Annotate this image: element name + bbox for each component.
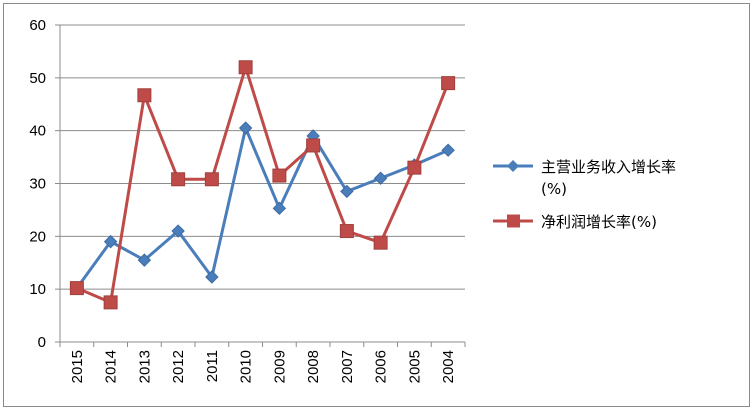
x-tick-label: 2014: [103, 350, 120, 383]
legend-marker-1: [507, 160, 519, 172]
series-2-point: [103, 295, 118, 310]
y-tick-label: 40: [29, 123, 46, 140]
x-tick-label: 2012: [170, 350, 187, 383]
x-tick-label: 2013: [136, 350, 153, 383]
x-tick-label: 2011: [204, 350, 221, 382]
legend-label-2: 净利润增长率(%): [541, 213, 657, 231]
legend-marker-2: [507, 214, 520, 228]
series-2-point: [69, 281, 84, 296]
series-2-point: [407, 160, 422, 175]
series-2-point: [306, 138, 321, 153]
series-2-point: [238, 60, 253, 75]
series-line-1: [75, 126, 450, 290]
y-axis-ticks: 0 10 20 30 40 50 60: [29, 17, 46, 351]
series-2-point: [339, 224, 354, 239]
series-line-2: [75, 65, 450, 304]
series-1-point: [103, 234, 118, 249]
series-1-point: [373, 171, 388, 185]
series-2-point: [137, 88, 152, 103]
series-1-point: [238, 121, 253, 135]
y-tick-label: 0: [38, 334, 46, 351]
x-tick-label: 2007: [339, 350, 356, 383]
series-2-point: [171, 172, 186, 187]
series-2-point: [441, 76, 456, 91]
x-axis-ticks: 2015 2014 2013 2012 2011 2010 2009 2008 2007 2006…: [69, 350, 457, 383]
series-1-point: [441, 143, 455, 157]
gridlines: [60, 24, 465, 290]
legend: 主营业务收入增长率 (%) 净利润增长率(%): [493, 158, 676, 231]
x-tick-label: 2010: [238, 350, 255, 383]
series-2-point: [373, 235, 388, 250]
y-tick-label: 50: [29, 70, 46, 87]
series-1-point: [340, 184, 354, 199]
series-layer: [69, 60, 456, 310]
series-1-point: [205, 270, 219, 284]
legend-label-1: 主营业务收入增长率: [541, 158, 676, 176]
y-tick-label: 10: [29, 281, 46, 298]
x-tick-label: 2004: [440, 350, 457, 383]
series-1-point: [137, 253, 152, 267]
x-tick-label: 2015: [69, 350, 86, 383]
legend-label-1: (%): [541, 180, 567, 198]
y-tick-label: 60: [29, 17, 46, 34]
y-tick-label: 30: [29, 176, 46, 193]
x-tick-label: 2005: [406, 350, 423, 383]
series-1-point: [171, 224, 185, 238]
x-tick-label: 2006: [373, 350, 390, 383]
x-tick-label: 2008: [305, 350, 322, 383]
series-1-point: [272, 201, 287, 216]
series-2-point: [204, 172, 219, 187]
series-2-point: [272, 168, 287, 183]
y-tick-label: 20: [29, 228, 46, 245]
x-tick-label: 2009: [271, 350, 288, 383]
axes: [55, 24, 466, 347]
